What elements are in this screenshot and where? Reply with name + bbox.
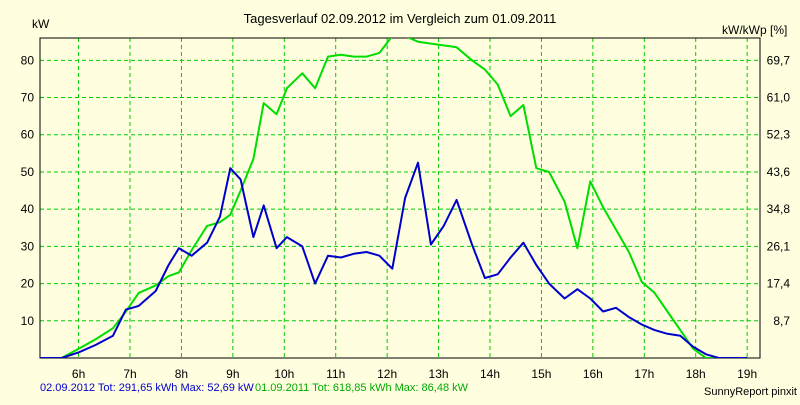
x-tick-label-7h: 7h <box>123 367 136 381</box>
y-right-tick-label-4: 43,6 <box>767 165 791 179</box>
y-left-tick-label-40: 40 <box>21 202 35 216</box>
x-tick-label-15h: 15h <box>531 367 551 381</box>
y-left-tick-label-10: 10 <box>21 314 35 328</box>
plot-area <box>40 38 760 358</box>
series-line-2 <box>40 38 748 358</box>
footer-credit: SunnyReport pinxit <box>704 386 797 398</box>
series-line-1 <box>40 161 748 358</box>
y-right-tick-label-0: 8,7 <box>773 314 790 328</box>
y-left-tick-label-30: 30 <box>21 239 35 253</box>
y-left-tick-label-20: 20 <box>21 277 35 291</box>
x-tick-label-19h: 19h <box>737 367 757 381</box>
x-tick-label-14h: 14h <box>480 367 500 381</box>
footer-series-1-summary: 02.09.2012 Tot: 291,65 kWh Max: 52,69 kW <box>40 382 254 394</box>
footer-series-2-summary: 01.09.2011 Tot: 618,85 kWh Max: 86,48 kW <box>255 382 469 394</box>
y-right-tick-label-3: 34,8 <box>767 202 791 216</box>
y-right-tick-label-6: 61,0 <box>767 91 791 105</box>
x-tick-label-10h: 10h <box>274 367 294 381</box>
x-tick-label-17h: 17h <box>634 367 654 381</box>
x-tick-label-6h: 6h <box>72 367 85 381</box>
y-right-tick-label-5: 52,3 <box>767 128 791 142</box>
x-tick-label-16h: 16h <box>583 367 603 381</box>
y-left-tick-label-60: 60 <box>21 128 35 142</box>
x-tick-label-8h: 8h <box>175 367 188 381</box>
y-left-tick-label-80: 80 <box>21 53 35 67</box>
x-tick-label-9h: 9h <box>226 367 239 381</box>
x-tick-label-11h: 11h <box>326 367 345 381</box>
x-tick-label-18h: 18h <box>686 367 706 381</box>
chart-title: Tagesverlauf 02.09.2012 im Vergleich zum… <box>244 11 557 26</box>
y-left-tick-label-70: 70 <box>21 91 35 105</box>
y-right-tick-label-2: 26,1 <box>767 239 791 253</box>
y-axis-right-label: kW/kWp [%] <box>722 23 787 37</box>
y-right-tick-label-1: 17,4 <box>767 277 791 291</box>
x-tick-label-13h: 13h <box>429 367 449 381</box>
y-axis-left-label: kW <box>32 17 50 31</box>
plot-frame <box>39 37 761 359</box>
y-left-tick-label-50: 50 <box>21 165 35 179</box>
x-tick-label-12h: 12h <box>377 367 397 381</box>
y-right-tick-label-7: 69,7 <box>767 53 791 67</box>
